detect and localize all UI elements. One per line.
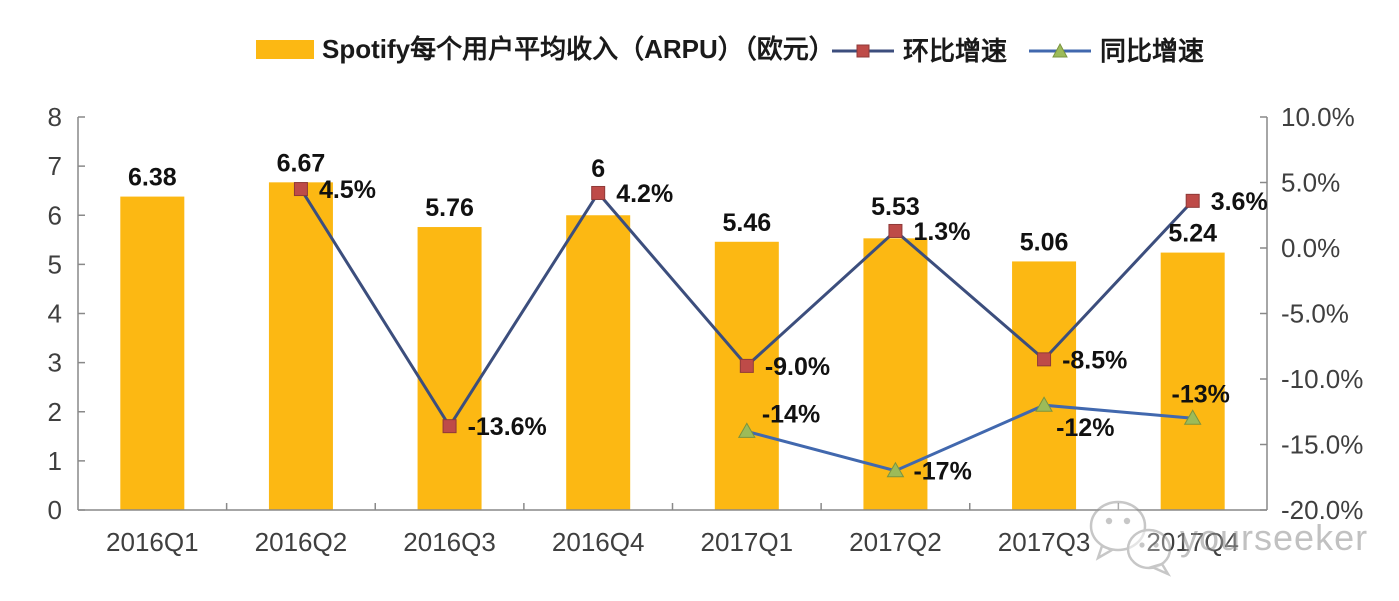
bar-2017Q4 bbox=[1160, 252, 1225, 510]
legend-item-qoq: 环比增速 bbox=[831, 38, 1007, 64]
bar-2016Q2 bbox=[268, 182, 333, 510]
right-axis-tick-label: -5.0% bbox=[1281, 299, 1349, 329]
bar-label-2017Q1: 5.46 bbox=[722, 209, 771, 237]
环比增速-point-label-2017Q4: 3.6% bbox=[1211, 188, 1268, 216]
right-axis-tick-label: -10.0% bbox=[1281, 364, 1363, 394]
环比增速-point-label-2016Q3: -13.6% bbox=[468, 413, 547, 441]
同比增速-point-label-2017Q2: -17% bbox=[913, 458, 971, 486]
环比增速-marker-2017Q3 bbox=[1037, 352, 1052, 367]
同比增速-marker-2017Q4 bbox=[1183, 409, 1202, 425]
legend-label-qoq: 环比增速 bbox=[903, 36, 1008, 66]
left-axis-tick-label: 4 bbox=[48, 299, 62, 329]
bar-label-2017Q4: 5.24 bbox=[1168, 220, 1217, 248]
right-axis-tick-label: -15.0% bbox=[1281, 430, 1363, 460]
legend-label-yoy: 同比增速 bbox=[1100, 36, 1205, 66]
legend-item-arpu: Spotify每个用户平均收入（ARPU）（欧元） bbox=[256, 36, 835, 62]
line-triangle-icon bbox=[1029, 42, 1091, 58]
同比增速-point-label-2017Q1: -14% bbox=[762, 400, 820, 428]
同比增速-point-label-2017Q4: -13% bbox=[1172, 380, 1230, 408]
bar-2017Q1 bbox=[714, 241, 779, 510]
left-axis-tick-label: 2 bbox=[48, 397, 62, 427]
环比增速-marker-2016Q2 bbox=[293, 182, 308, 197]
同比增速-marker-2017Q3 bbox=[1035, 396, 1053, 412]
bar-label-2016Q4: 6 bbox=[591, 155, 605, 183]
bar-2016Q4 bbox=[566, 215, 631, 510]
x-axis-label-2017Q2: 2017Q2 bbox=[849, 527, 942, 557]
同比增速-marker-2017Q2 bbox=[886, 461, 905, 478]
right-axis-tick-label: -20.0% bbox=[1281, 495, 1363, 525]
同比增速-line bbox=[746, 403, 1193, 473]
bar-2016Q1 bbox=[120, 196, 185, 510]
right-axis-tick-label: 0.0% bbox=[1281, 233, 1340, 263]
环比增速-point-label-2017Q2: 1.3% bbox=[913, 218, 970, 246]
right-axis-tick-label: 10.0% bbox=[1281, 102, 1355, 132]
left-axis-tick-label: 6 bbox=[48, 200, 62, 230]
环比增速-point-label-2016Q4: 4.2% bbox=[616, 180, 673, 208]
x-axis-label-2017Q1: 2017Q1 bbox=[701, 527, 794, 557]
环比增速-point-label-2017Q3: -8.5% bbox=[1062, 346, 1127, 374]
legend-item-yoy: 同比增速 bbox=[1028, 38, 1204, 64]
x-axis-label-2016Q3: 2016Q3 bbox=[403, 527, 496, 557]
环比增速-point-label-2016Q2: 4.5% bbox=[319, 176, 376, 204]
环比增速-point-label-2017Q1: -9.0% bbox=[765, 353, 830, 381]
bar-2016Q3 bbox=[417, 227, 482, 511]
x-axis-label-2016Q2: 2016Q2 bbox=[255, 527, 348, 557]
left-axis-tick-label: 8 bbox=[48, 102, 62, 132]
环比增速-marker-2017Q2 bbox=[888, 223, 903, 238]
bar-label-2016Q2: 6.67 bbox=[277, 149, 326, 177]
left-axis-tick-label: 0 bbox=[48, 495, 62, 525]
x-axis-label-2016Q4: 2016Q4 bbox=[552, 527, 645, 557]
同比增速-marker-2017Q1 bbox=[737, 422, 756, 438]
x-axis-label-2017Q4: 2017Q4 bbox=[1146, 527, 1239, 557]
left-axis-tick-label: 3 bbox=[48, 348, 62, 378]
同比增速-point-label-2017Q3: -12% bbox=[1056, 414, 1114, 442]
bar-2017Q3 bbox=[1012, 261, 1077, 510]
bar-label-2017Q2: 5.53 bbox=[871, 193, 920, 221]
环比增速-marker-2016Q3 bbox=[442, 419, 457, 434]
环比增速-marker-2016Q4 bbox=[591, 185, 606, 200]
left-axis-tick-label: 5 bbox=[48, 249, 62, 279]
left-axis-tick-label: 1 bbox=[48, 446, 62, 476]
bar-label-2016Q3: 5.76 bbox=[425, 194, 474, 222]
right-axis-tick-label: 5.0% bbox=[1281, 168, 1340, 198]
line-square-icon bbox=[832, 44, 894, 58]
x-axis-label-2017Q3: 2017Q3 bbox=[998, 527, 1091, 557]
legend-label-arpu: Spotify每个用户平均收入（ARPU）（欧元） bbox=[322, 34, 835, 64]
环比增速-marker-2017Q4 bbox=[1185, 193, 1200, 208]
bar-label-2016Q1: 6.38 bbox=[128, 164, 177, 192]
bar-label-2017Q3: 5.06 bbox=[1020, 228, 1069, 256]
left-axis-tick-label: 7 bbox=[48, 151, 62, 181]
x-axis-label-2016Q1: 2016Q1 bbox=[106, 527, 199, 557]
环比增速-marker-2017Q1 bbox=[739, 358, 754, 373]
bar-swatch-icon bbox=[256, 39, 314, 59]
